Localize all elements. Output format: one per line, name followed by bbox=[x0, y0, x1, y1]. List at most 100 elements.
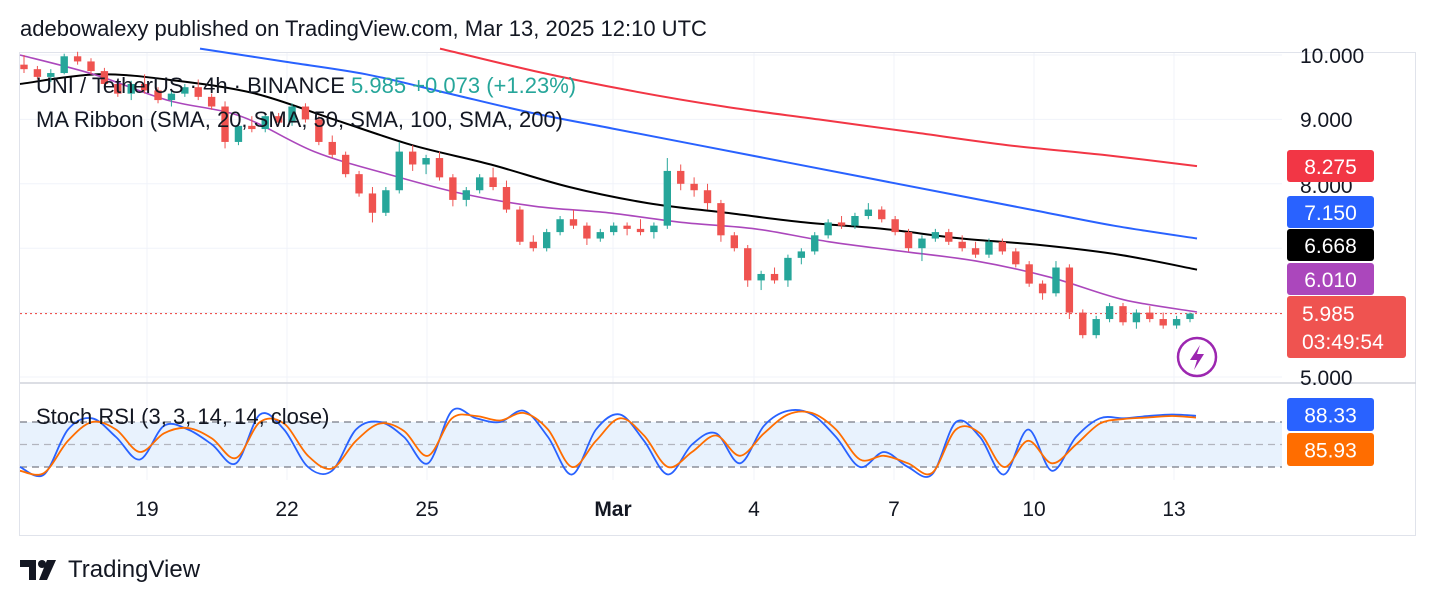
candle bbox=[945, 228, 953, 245]
candle bbox=[181, 83, 189, 97]
price-tick-label: 10.000 bbox=[1300, 45, 1364, 68]
candle bbox=[784, 254, 792, 287]
candle bbox=[33, 65, 42, 80]
candle bbox=[1105, 302, 1114, 323]
candle bbox=[1065, 264, 1074, 320]
time-tick-label: 13 bbox=[1162, 498, 1185, 521]
time-tick-label: Mar bbox=[594, 498, 631, 521]
candle-body bbox=[341, 154, 350, 175]
candle-body bbox=[1186, 313, 1194, 320]
candle bbox=[1012, 248, 1020, 268]
candle-body bbox=[20, 64, 28, 70]
candle bbox=[274, 112, 283, 126]
candle bbox=[596, 228, 604, 242]
candle-body bbox=[382, 190, 390, 213]
footer: TradingView bbox=[20, 556, 200, 584]
candle-body bbox=[717, 203, 725, 236]
candle-body bbox=[274, 116, 283, 123]
candle bbox=[328, 135, 336, 159]
candle bbox=[140, 74, 149, 94]
candle bbox=[1052, 261, 1060, 297]
candle bbox=[221, 101, 229, 149]
candle-body bbox=[489, 177, 497, 188]
stoch-d-line bbox=[19, 410, 1197, 476]
candle-body bbox=[985, 241, 993, 255]
candle-body bbox=[100, 71, 109, 84]
candle-body bbox=[1079, 312, 1087, 336]
candle-body bbox=[931, 232, 940, 239]
candle-body bbox=[1065, 267, 1074, 313]
candle-body bbox=[395, 151, 403, 191]
candle bbox=[127, 80, 135, 101]
candle-body bbox=[757, 273, 765, 281]
lightning-icon[interactable] bbox=[1176, 336, 1218, 378]
time-axis: 19 22 25 Mar 4 7 10 13 bbox=[135, 498, 1185, 521]
candle bbox=[730, 232, 739, 252]
candle-body bbox=[1038, 283, 1047, 294]
stoch-value-label-k-bg bbox=[1287, 398, 1374, 431]
candle bbox=[864, 203, 873, 220]
candle-body bbox=[73, 56, 82, 62]
candle-body bbox=[1172, 319, 1181, 326]
candle-body bbox=[556, 219, 564, 233]
candle bbox=[971, 241, 980, 258]
candle bbox=[1025, 261, 1033, 287]
candle bbox=[677, 164, 685, 191]
candle bbox=[408, 145, 417, 171]
candle-body bbox=[596, 232, 604, 239]
time-tick-label: 19 bbox=[135, 498, 158, 521]
candle-body bbox=[690, 183, 698, 191]
ma-value-label-sma20-bg bbox=[1287, 263, 1374, 295]
candle-body bbox=[891, 219, 899, 233]
candle-body bbox=[623, 225, 631, 229]
candle-body bbox=[958, 241, 966, 249]
last-price-value: 5.985 bbox=[1302, 303, 1355, 326]
candle-body bbox=[1105, 306, 1114, 320]
ma-value-label-sma50-bg bbox=[1287, 229, 1374, 261]
ma-value-label-sma20: 6.010 bbox=[1287, 263, 1374, 295]
candle-body bbox=[462, 190, 470, 200]
candle bbox=[824, 219, 832, 239]
candle bbox=[878, 206, 886, 223]
candle-body bbox=[1092, 319, 1100, 336]
candle bbox=[569, 209, 578, 229]
countdown-timer: 03:49:54 bbox=[1302, 331, 1384, 354]
candle bbox=[663, 158, 671, 229]
candle bbox=[757, 270, 765, 291]
candle bbox=[167, 90, 176, 107]
candle-body bbox=[248, 125, 256, 130]
candle bbox=[918, 235, 926, 262]
candle bbox=[636, 219, 645, 236]
candle-body bbox=[47, 73, 55, 77]
candle-body bbox=[502, 187, 511, 210]
legend-change: +0.073 (+1.23%) bbox=[412, 73, 576, 98]
candle bbox=[610, 222, 618, 236]
stoch-value-label-k: 88.33 bbox=[1287, 398, 1374, 431]
candle-body bbox=[1052, 267, 1060, 294]
candle bbox=[368, 187, 377, 223]
candle-body bbox=[703, 190, 712, 204]
candle-body bbox=[181, 87, 189, 94]
footer-brand: TradingView bbox=[68, 556, 201, 583]
candle bbox=[355, 170, 363, 197]
candle-body bbox=[945, 232, 953, 242]
candle-body bbox=[167, 93, 176, 101]
ma-ribbon-legend: MA Ribbon (SMA, 20, SMA, 50, SMA, 100, S… bbox=[36, 107, 563, 132]
price-tick-label: 9.000 bbox=[1300, 109, 1353, 132]
candle-body bbox=[650, 225, 658, 233]
ma-value-label-sma200: 8.275 bbox=[1287, 150, 1374, 182]
candle bbox=[998, 238, 1007, 255]
candle-body bbox=[114, 83, 122, 94]
candle bbox=[797, 248, 806, 265]
candle-body bbox=[529, 241, 537, 249]
candle-body bbox=[516, 209, 524, 242]
candle bbox=[690, 177, 698, 197]
candle bbox=[489, 167, 497, 191]
candle-body bbox=[971, 248, 980, 255]
time-tick-label: 4 bbox=[748, 498, 760, 521]
candle-body bbox=[207, 96, 216, 107]
candle bbox=[583, 222, 591, 245]
candle bbox=[529, 235, 537, 252]
candle bbox=[207, 93, 216, 110]
